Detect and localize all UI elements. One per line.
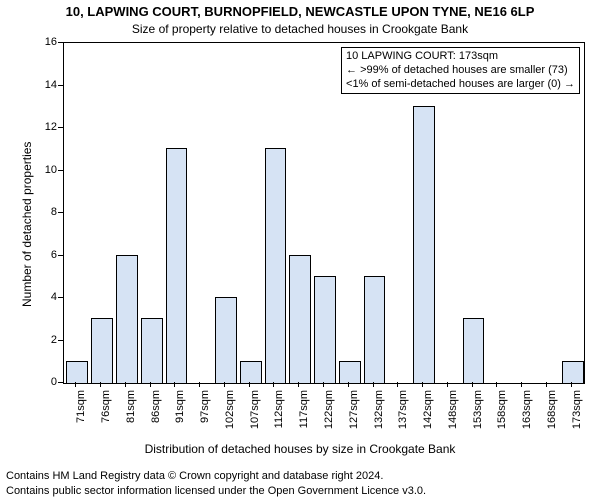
- bar: [463, 318, 485, 383]
- x-tick-mark: [249, 382, 250, 387]
- footer-line2: Contains public sector information licen…: [6, 484, 426, 498]
- chart-title-line2: Size of property relative to detached ho…: [0, 22, 600, 36]
- annotation-line3: <1% of semi-detached houses are larger (…: [346, 78, 575, 92]
- x-tick-label: 132sqm: [373, 390, 385, 440]
- x-tick-label: 163sqm: [521, 390, 533, 440]
- chart-title-line1: 10, LAPWING COURT, BURNOPFIELD, NEWCASTL…: [0, 4, 600, 19]
- annotation-line2: ← >99% of detached houses are smaller (7…: [346, 64, 575, 78]
- x-tick-mark: [199, 382, 200, 387]
- bar: [141, 318, 163, 383]
- x-tick-label: 117sqm: [298, 390, 310, 440]
- bar: [364, 276, 386, 383]
- x-tick-label: 173sqm: [571, 390, 583, 440]
- x-tick-mark: [496, 382, 497, 387]
- x-tick-label: 91sqm: [174, 390, 186, 440]
- x-tick-label: 107sqm: [249, 390, 261, 440]
- y-tick-mark: [58, 127, 63, 128]
- bar: [289, 255, 311, 384]
- y-tick-label: 10: [35, 164, 57, 176]
- y-tick-label: 6: [35, 249, 57, 261]
- x-tick-mark: [75, 382, 76, 387]
- x-tick-label: 112sqm: [273, 390, 285, 440]
- y-tick-label: 0: [35, 376, 57, 388]
- x-tick-label: 97sqm: [199, 390, 211, 440]
- y-axis-label: Number of detached properties: [20, 142, 34, 307]
- y-tick-label: 12: [35, 121, 57, 133]
- annotation-box: 10 LAPWING COURT: 173sqm ← >99% of detac…: [341, 47, 580, 94]
- bar: [166, 148, 188, 383]
- y-tick-mark: [58, 170, 63, 171]
- x-tick-mark: [323, 382, 324, 387]
- y-tick-label: 8: [35, 206, 57, 218]
- bar: [562, 361, 584, 383]
- y-tick-label: 14: [35, 79, 57, 91]
- bar: [314, 276, 336, 383]
- bar: [66, 361, 88, 383]
- bar: [413, 106, 435, 383]
- chart-container: 10, LAPWING COURT, BURNOPFIELD, NEWCASTL…: [0, 0, 600, 500]
- y-tick-mark: [58, 255, 63, 256]
- bar: [215, 297, 237, 383]
- x-tick-mark: [521, 382, 522, 387]
- y-tick-mark: [58, 297, 63, 298]
- bar: [339, 361, 361, 383]
- x-tick-mark: [472, 382, 473, 387]
- x-tick-label: 102sqm: [224, 390, 236, 440]
- x-tick-mark: [447, 382, 448, 387]
- annotation-line1: 10 LAPWING COURT: 173sqm: [346, 50, 575, 64]
- x-tick-label: 122sqm: [323, 390, 335, 440]
- y-tick-label: 16: [35, 36, 57, 48]
- x-tick-mark: [298, 382, 299, 387]
- footer-line1: Contains HM Land Registry data © Crown c…: [6, 469, 426, 483]
- y-tick-label: 4: [35, 291, 57, 303]
- bar: [240, 361, 262, 383]
- x-tick-label: 86sqm: [150, 390, 162, 440]
- x-tick-mark: [348, 382, 349, 387]
- x-tick-mark: [174, 382, 175, 387]
- bar: [91, 318, 113, 383]
- y-tick-mark: [58, 382, 63, 383]
- x-tick-mark: [150, 382, 151, 387]
- x-tick-label: 76sqm: [100, 390, 112, 440]
- x-tick-label: 137sqm: [397, 390, 409, 440]
- y-tick-mark: [58, 85, 63, 86]
- y-tick-mark: [58, 42, 63, 43]
- x-tick-mark: [125, 382, 126, 387]
- x-axis-label: Distribution of detached houses by size …: [0, 442, 600, 456]
- x-tick-mark: [373, 382, 374, 387]
- y-tick-mark: [58, 340, 63, 341]
- x-tick-label: 81sqm: [125, 390, 137, 440]
- x-tick-label: 148sqm: [447, 390, 459, 440]
- x-tick-label: 153sqm: [472, 390, 484, 440]
- x-tick-mark: [273, 382, 274, 387]
- x-tick-mark: [100, 382, 101, 387]
- footer-attribution: Contains HM Land Registry data © Crown c…: [6, 469, 426, 498]
- x-tick-mark: [422, 382, 423, 387]
- x-tick-label: 142sqm: [422, 390, 434, 440]
- y-tick-mark: [58, 212, 63, 213]
- bar: [265, 148, 287, 383]
- x-tick-mark: [397, 382, 398, 387]
- x-tick-mark: [546, 382, 547, 387]
- x-tick-mark: [224, 382, 225, 387]
- x-tick-label: 71sqm: [75, 390, 87, 440]
- x-tick-label: 158sqm: [496, 390, 508, 440]
- bar: [116, 255, 138, 384]
- x-tick-label: 127sqm: [348, 390, 360, 440]
- y-tick-label: 2: [35, 334, 57, 346]
- x-tick-label: 168sqm: [546, 390, 558, 440]
- x-tick-mark: [571, 382, 572, 387]
